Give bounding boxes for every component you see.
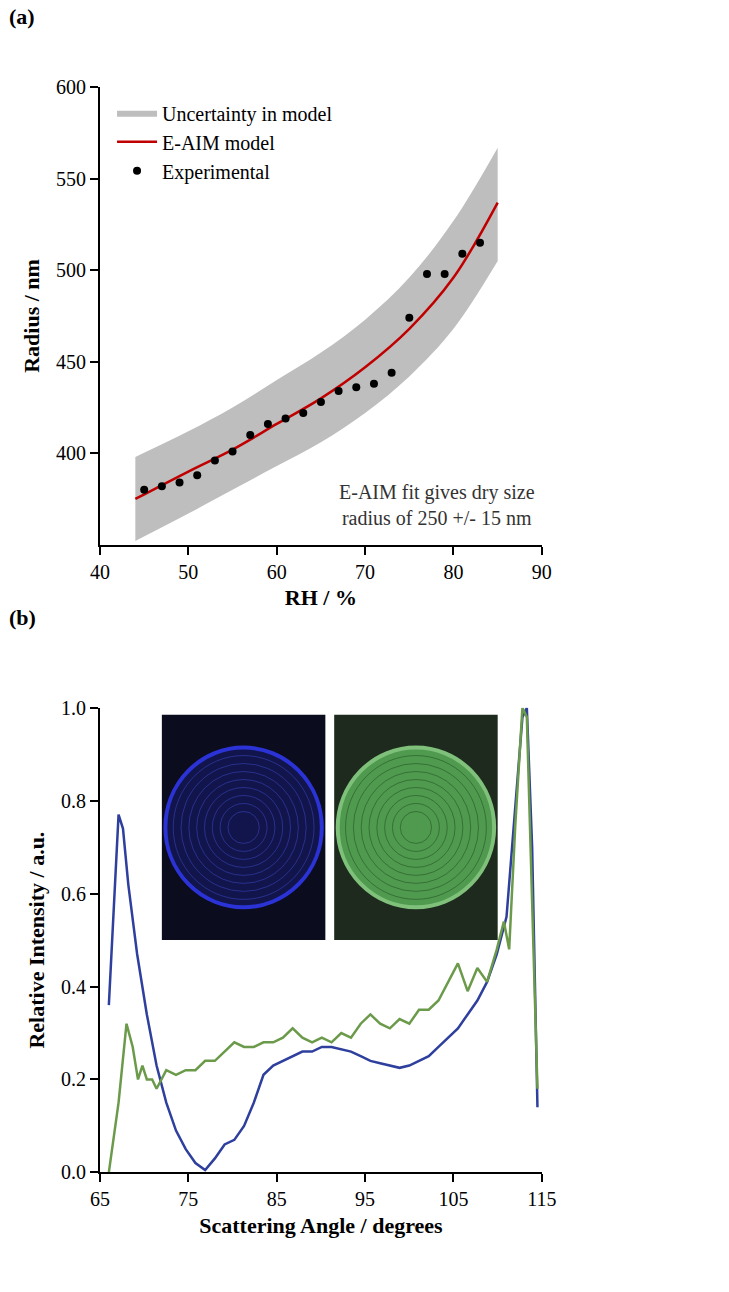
svg-text:Experimental: Experimental xyxy=(162,160,270,183)
svg-text:95: 95 xyxy=(355,1188,375,1210)
svg-text:0.0: 0.0 xyxy=(61,1161,86,1183)
svg-text:(a): (a) xyxy=(9,4,35,29)
svg-text:0.8: 0.8 xyxy=(61,790,86,812)
svg-text:Scattering Angle / degrees: Scattering Angle / degrees xyxy=(199,1213,443,1238)
svg-text:0.6: 0.6 xyxy=(61,883,86,905)
svg-text:50: 50 xyxy=(178,561,198,583)
svg-text:E-AIM fit gives dry sizeradius: E-AIM fit gives dry sizeradius of 250 +/… xyxy=(339,481,535,529)
svg-text:70: 70 xyxy=(355,561,375,583)
svg-text:65: 65 xyxy=(90,1188,110,1210)
svg-text:Uncertainty in model: Uncertainty in model xyxy=(162,102,332,125)
svg-text:40: 40 xyxy=(90,561,110,583)
svg-text:0.4: 0.4 xyxy=(61,976,86,998)
svg-text:(b): (b) xyxy=(9,605,36,630)
svg-text:450: 450 xyxy=(56,351,86,373)
svg-text:600: 600 xyxy=(56,76,86,98)
svg-text:115: 115 xyxy=(527,1188,556,1210)
svg-text:105: 105 xyxy=(438,1188,468,1210)
svg-text:500: 500 xyxy=(56,259,86,281)
svg-text:80: 80 xyxy=(443,561,463,583)
svg-text:85: 85 xyxy=(267,1188,287,1210)
svg-text:550: 550 xyxy=(56,168,86,190)
svg-text:Radius / nm: Radius / nm xyxy=(19,259,44,373)
svg-text:RH / %: RH / % xyxy=(285,585,357,610)
svg-text:1.0: 1.0 xyxy=(61,697,86,719)
svg-text:400: 400 xyxy=(56,442,86,464)
svg-text:Relative Intensity / a.u.: Relative Intensity / a.u. xyxy=(24,832,49,1049)
svg-text:E-AIM model: E-AIM model xyxy=(162,131,275,153)
svg-text:60: 60 xyxy=(267,561,287,583)
svg-text:90: 90 xyxy=(532,561,552,583)
svg-text:0.2: 0.2 xyxy=(61,1068,86,1090)
svg-text:75: 75 xyxy=(178,1188,198,1210)
